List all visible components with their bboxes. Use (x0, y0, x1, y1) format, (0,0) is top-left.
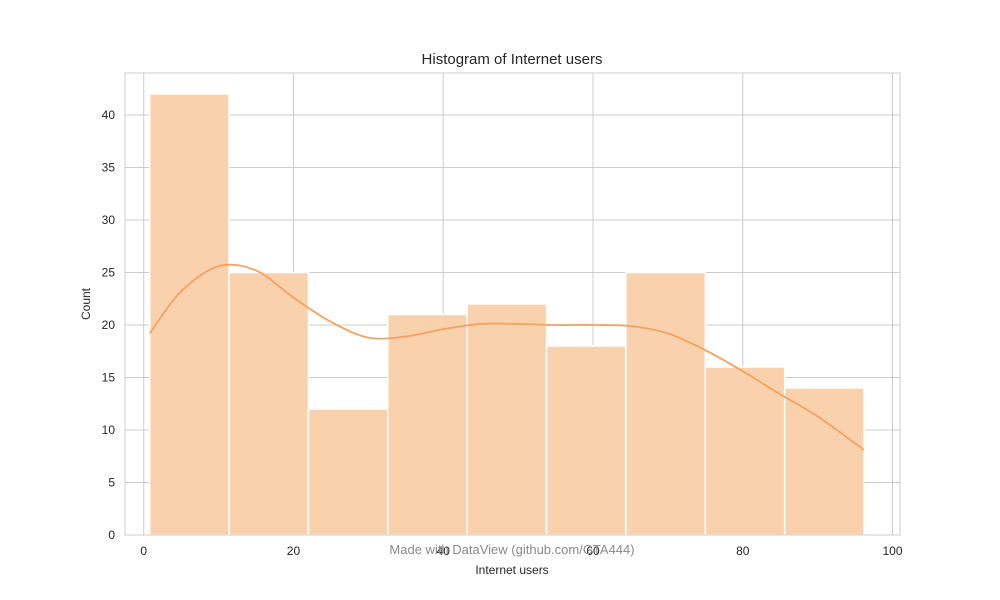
chart-title: Histogram of Internet users (422, 51, 603, 68)
y-tick-label: 10 (102, 423, 116, 437)
x-axis-label: Internet users (475, 563, 548, 577)
plot-frame (124, 72, 901, 536)
histogram-bars (148, 93, 865, 536)
x-tick-label: 0 (140, 544, 147, 558)
x-tick-label: 80 (736, 544, 750, 558)
watermark: Made with DataView (github.com/GTA444) (389, 542, 634, 557)
histogram-bar (387, 313, 468, 536)
histogram-bar (466, 303, 548, 536)
histogram-bar (148, 93, 230, 536)
histogram-bar (783, 387, 865, 536)
y-tick-label: 0 (108, 528, 115, 542)
x-axis-ticks: 0 20 40 60 80 100 (140, 544, 902, 558)
x-tick-label: 40 (437, 544, 451, 558)
y-tick-label: 15 (102, 371, 116, 385)
histogram-bar (704, 366, 786, 536)
x-tick-label: 100 (882, 544, 902, 558)
histogram-bar (228, 271, 310, 536)
y-tick-label: 5 (108, 476, 115, 490)
y-tick-label: 25 (102, 266, 116, 280)
y-axis-ticks: 0 5 10 15 20 25 30 35 40 (102, 108, 116, 542)
histogram-bar (625, 271, 707, 536)
y-axis-label: Count (79, 287, 93, 320)
y-tick-label: 35 (102, 161, 116, 175)
y-tick-label: 30 (102, 213, 116, 227)
y-tick-label: 20 (102, 318, 116, 332)
histogram-bar (545, 345, 627, 536)
y-tick-label: 40 (102, 108, 116, 122)
histogram-bar (307, 408, 389, 536)
x-tick-label: 20 (287, 544, 301, 558)
kde-curve (148, 263, 865, 451)
x-tick-label: 60 (586, 544, 600, 558)
